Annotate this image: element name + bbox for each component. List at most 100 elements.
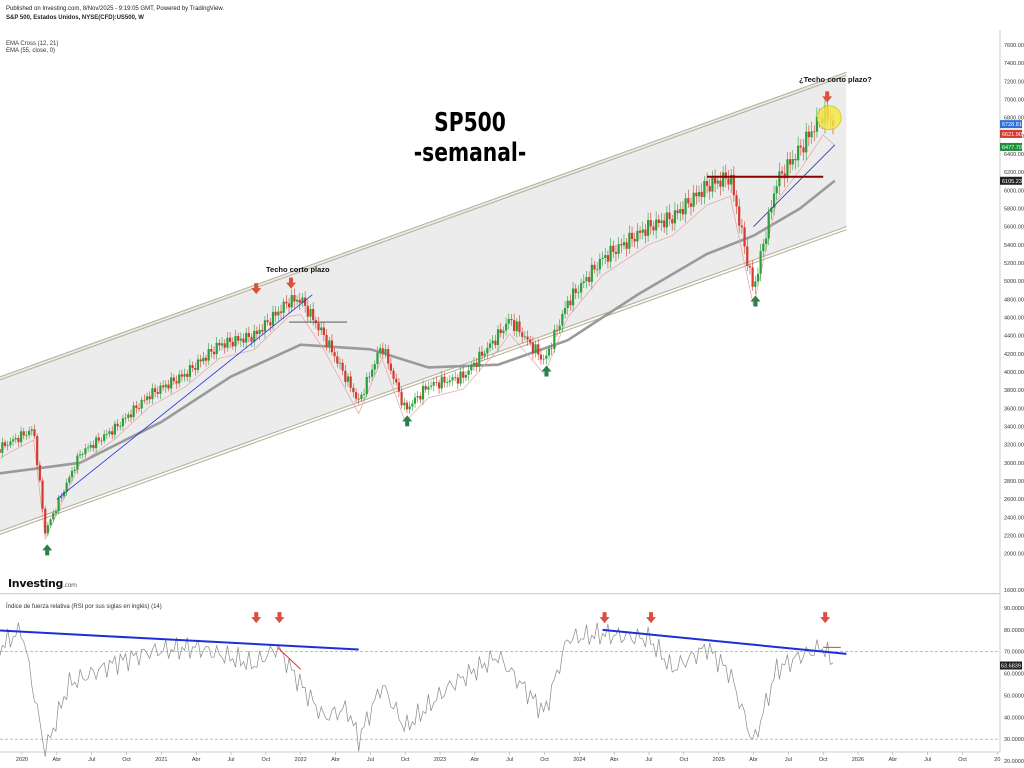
candle-body [210,348,213,352]
candle-body [70,470,74,478]
candle-body [346,376,350,382]
candle-body [780,171,784,174]
candle-body [255,330,259,334]
candle-body [577,292,580,294]
candle-body [743,227,746,247]
candle-body [212,351,216,355]
price-axis-tick: 7000.00 [1004,98,1024,104]
annotation-short-term-top-question: ¿Techo corto plazo? [799,75,872,84]
time-axis-tick: Abr [192,757,201,763]
candle-body [389,363,392,371]
time-axis-tick: Oct [122,757,131,763]
price-badge-label: 6621.90 [1002,132,1022,138]
candle-body [137,408,141,409]
rsi-axis-tick: 90.0000 [1004,606,1024,612]
candle-body [799,145,802,148]
candle-body [807,131,810,138]
candle-body [545,355,548,359]
candle-body [604,255,607,258]
candle-body [371,369,374,377]
candle-body [673,210,677,224]
price-badge: 6477.70 [1000,142,1022,151]
candle-body [459,371,462,384]
candle-body [679,208,682,214]
candle-body [379,348,382,353]
candle-body [162,385,165,388]
price-badge-bg [1000,176,1022,185]
candle-body [172,377,175,382]
candle-body [695,192,698,197]
candle-body [105,433,108,435]
candle-body [513,320,516,332]
time-axis-tick: Abr [471,757,480,763]
candle-body [362,394,366,395]
candle-body [622,242,626,246]
candle-body [593,264,596,270]
rsi-badge: 63.6839 [1000,661,1022,670]
time-axis-tick: Oct [819,757,828,763]
candle-body [159,385,162,394]
candle-body [121,418,125,427]
candle-body [697,191,701,197]
candle-body [81,454,84,456]
candle-body [663,220,666,228]
candle-body [633,238,636,242]
candle-body [794,159,797,161]
candle-body [641,229,644,233]
candle-body [20,431,23,443]
rsi-axis-tick: 60.0000 [1004,672,1024,678]
candle-body [470,365,473,371]
candle-body [6,445,9,447]
candle-body [25,435,28,436]
candle-body [330,340,334,353]
candle-body [202,357,205,362]
candle-body [33,429,36,437]
candle-body [448,380,451,383]
candle-body [153,388,157,393]
price-axis-tick: 6200.00 [1004,170,1024,176]
candle-body [598,258,601,270]
candle-body [164,384,167,388]
price-axis-tick: 5000.00 [1004,279,1024,285]
candle-body [703,181,706,198]
price-axis-tick: 3200.00 [1004,443,1024,449]
candle-body [175,381,178,384]
candle-body [754,281,757,287]
candle-body [170,377,173,389]
candle-body [438,382,441,389]
arrow-down-icon [822,91,833,103]
candle-body [65,482,68,492]
candle-body [124,417,127,419]
candle-body [478,351,481,367]
candle-body [676,210,679,214]
candle-body [95,437,98,449]
candle-body [304,297,307,306]
candle-body [521,332,524,337]
candle-body [588,277,591,282]
candle-body [365,376,368,395]
price-axis-tick: 5200.00 [1004,261,1024,267]
candle-body [218,342,221,346]
candle-body [649,219,652,227]
candle-body [392,370,395,379]
candle-body [100,440,103,442]
candle-body [614,251,618,254]
candle-body [802,147,805,153]
candle-body [242,338,245,343]
candle-body [17,438,20,443]
candle-body [92,444,95,449]
candle-body [312,309,315,321]
candle-body [689,203,693,207]
candle-body [11,439,15,442]
candle-body [373,364,376,370]
candle-body [223,343,226,348]
candle-body [775,186,778,194]
candle-body [601,257,604,259]
logo-suffix: .com [63,582,77,589]
candle-body [73,469,76,471]
trendline-2020 [56,294,313,500]
candle-body [515,321,518,332]
candle-body [220,343,224,346]
time-axis-tick: 2026 [852,757,864,763]
